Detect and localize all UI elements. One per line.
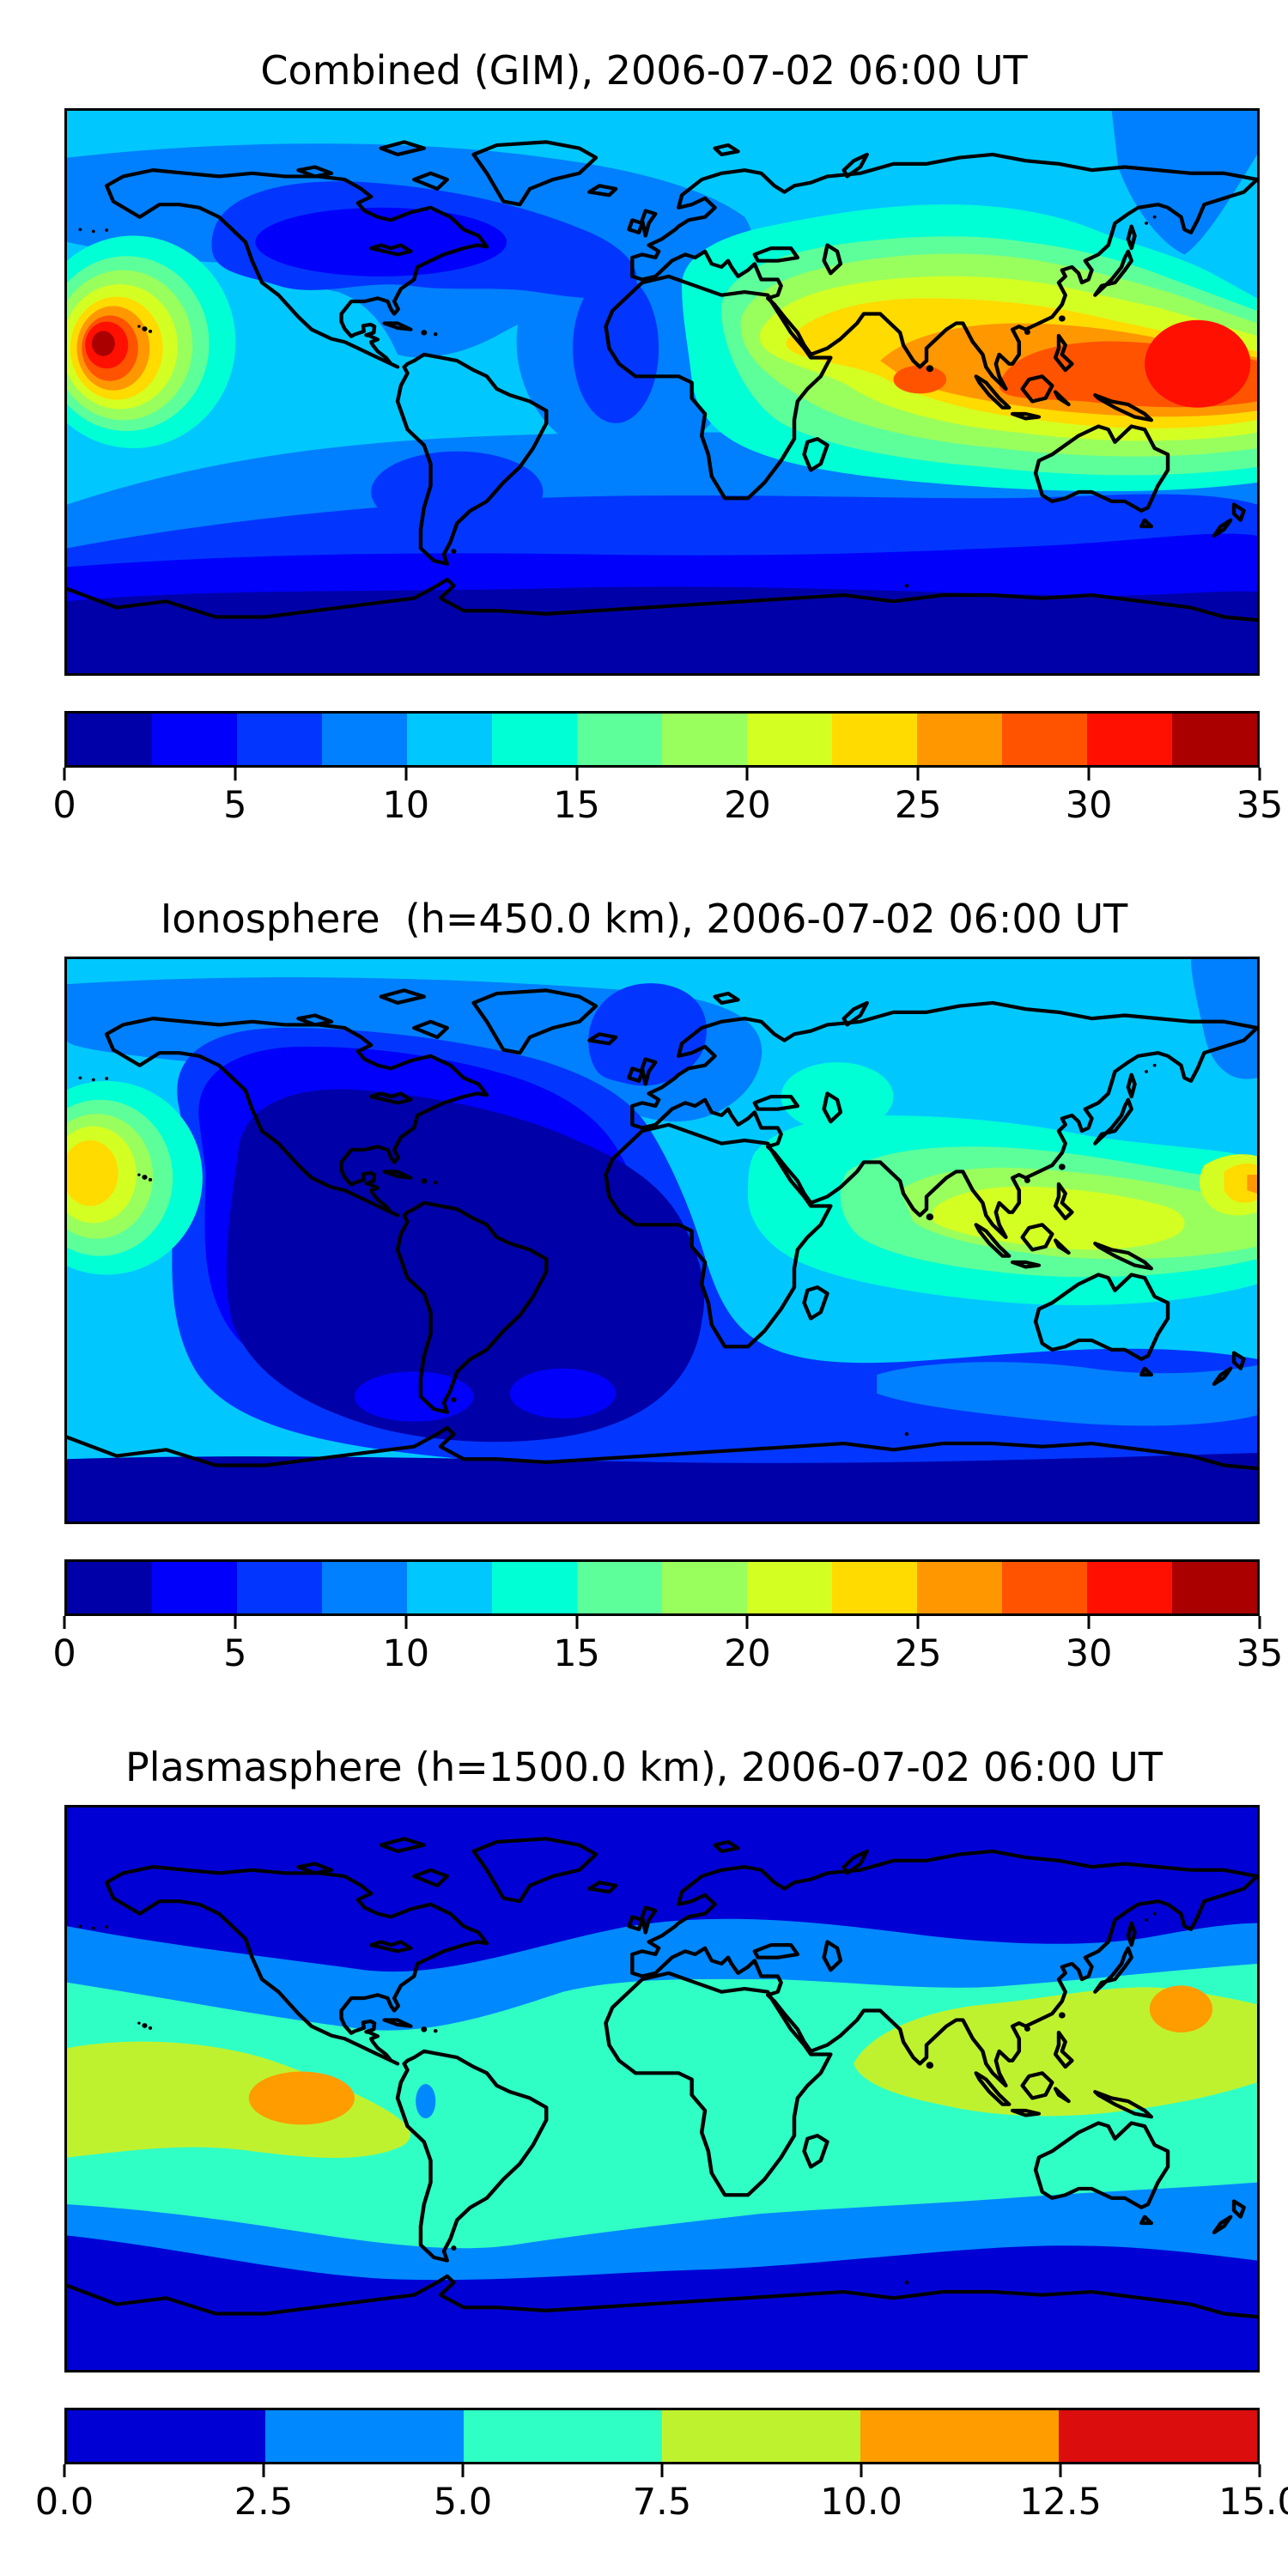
colorbar-segment xyxy=(860,2410,1059,2462)
colorbar-segment xyxy=(67,1562,152,1613)
colorbar-tick-mark xyxy=(262,2464,265,2477)
colorbar-tick-label: 25 xyxy=(894,784,942,827)
colorbar-tick-mark xyxy=(745,1616,749,1629)
colorbar-segment xyxy=(1172,1562,1257,1613)
colorbar-segment xyxy=(1059,2410,1257,2462)
colorbar-segment xyxy=(577,714,662,765)
colorbar-segment xyxy=(407,1562,492,1613)
colorbar-tick-label: 20 xyxy=(724,1632,771,1675)
colorbar-tick-mark xyxy=(745,768,749,781)
colorbar-segment xyxy=(492,1562,577,1613)
colorbar-segment xyxy=(662,714,747,765)
colorbar-segment xyxy=(67,2410,265,2462)
colorbar-segment xyxy=(662,2410,860,2462)
contour-map-canvas xyxy=(67,111,1257,673)
colorbar-segment xyxy=(832,714,917,765)
colorbar-tick-mark xyxy=(575,1616,579,1629)
subplot-title: Combined (GIM), 2006-07-02 06:00 UT xyxy=(260,47,1028,94)
colorbar-tick-mark xyxy=(660,2464,664,2477)
colorbar-tick-mark xyxy=(63,1616,66,1629)
subplot-combined-gim: Combined (GIM), 2006-07-02 06:00 UT xyxy=(0,0,1288,850)
colorbar-tick-label: 10 xyxy=(382,784,430,827)
colorbar-tick-label: 7.5 xyxy=(632,2481,692,2524)
colorbar-tick-label: 5.0 xyxy=(433,2481,493,2524)
subplot-ionosphere: Ionosphere (h=450.0 km), 2006-07-02 06:0… xyxy=(0,848,1288,1698)
colorbar-tick-label: 20 xyxy=(724,784,771,827)
contour-map-canvas xyxy=(67,959,1257,1522)
colorbar-ticks-combined-gim: 0 5 10 15 20 25 30 35 xyxy=(52,768,1283,847)
colorbar-tick-label: 35 xyxy=(1236,1632,1284,1675)
colorbar-tick-mark xyxy=(1258,768,1261,781)
colorbar-tick-label: 2.5 xyxy=(234,2481,294,2524)
colorbar-segment xyxy=(577,1562,662,1613)
colorbar-segment xyxy=(1002,1562,1087,1613)
colorbar-tick-label: 5 xyxy=(223,784,247,827)
colorbar-segment xyxy=(832,1562,917,1613)
colorbar-plasmasphere xyxy=(64,2408,1260,2464)
colorbar-tick-label: 5 xyxy=(223,1632,247,1675)
colorbar-tick-label: 15 xyxy=(553,784,600,827)
colorbar-ticks-plasmasphere: 0.0 2.5 5.0 7.5 10.0 12.5 15.0 xyxy=(35,2464,1288,2543)
colorbar-segment xyxy=(322,1562,407,1613)
colorbar-tick-mark xyxy=(860,2464,863,2477)
colorbar-tick-mark xyxy=(461,2464,465,2477)
colorbar-segment xyxy=(492,714,577,765)
contour-map-canvas xyxy=(67,1807,1257,2370)
colorbar-tick-mark xyxy=(63,768,66,781)
colorbar-tick-label: 0 xyxy=(52,784,76,827)
colorbar-segment xyxy=(152,714,237,765)
colorbar-tick-mark xyxy=(1258,2464,1261,2477)
colorbar-segment xyxy=(917,1562,1002,1613)
subplot-plasmasphere: Plasmasphere (h=1500.0 km), 2006-07-02 0… xyxy=(0,1697,1288,2547)
colorbar-tick-label: 30 xyxy=(1065,784,1113,827)
colorbar-segment xyxy=(662,1562,747,1613)
colorbar-tick-mark xyxy=(404,1616,408,1629)
colorbar-tick-label: 10 xyxy=(382,1632,430,1675)
map-plasmasphere xyxy=(64,1805,1260,2372)
colorbar-tick-label: 12.5 xyxy=(1019,2481,1102,2524)
colorbar-segment xyxy=(464,2410,662,2462)
colorbar-segment xyxy=(67,714,152,765)
colorbar-segment xyxy=(1087,1562,1172,1613)
map-combined-gim xyxy=(64,108,1260,676)
colorbar-tick-mark xyxy=(575,768,579,781)
colorbar-ticks-ionosphere: 0 5 10 15 20 25 30 35 xyxy=(52,1616,1283,1695)
colorbar-combined-gim xyxy=(64,711,1260,768)
colorbar-tick-mark xyxy=(916,768,920,781)
colorbar-segment xyxy=(265,2410,464,2462)
colorbar-segment xyxy=(917,714,1002,765)
colorbar-tick-mark xyxy=(916,1616,920,1629)
colorbar-segment xyxy=(407,714,492,765)
colorbar-segment xyxy=(237,714,322,765)
subplot-title: Plasmasphere (h=1500.0 km), 2006-07-02 0… xyxy=(125,1744,1163,1790)
colorbar-ionosphere xyxy=(64,1559,1260,1616)
colorbar-tick-mark xyxy=(404,768,408,781)
colorbar-segment xyxy=(747,1562,832,1613)
colorbar-tick-label: 30 xyxy=(1065,1632,1113,1675)
colorbar-segment xyxy=(1172,714,1257,765)
colorbar-tick-mark xyxy=(234,1616,237,1629)
colorbar-tick-label: 10.0 xyxy=(820,2481,902,2524)
colorbar-tick-label: 0 xyxy=(52,1632,76,1675)
colorbar-tick-label: 25 xyxy=(894,1632,942,1675)
colorbar-tick-label: 0.0 xyxy=(34,2481,94,2524)
colorbar-tick-label: 15.0 xyxy=(1218,2481,1288,2524)
colorbar-segment xyxy=(237,1562,322,1613)
colorbar-tick-mark xyxy=(1258,1616,1261,1629)
colorbar-segment xyxy=(322,714,407,765)
colorbar-segment xyxy=(1087,714,1172,765)
colorbar-segment xyxy=(1002,714,1087,765)
colorbar-tick-mark xyxy=(1087,1616,1091,1629)
colorbar-tick-mark xyxy=(1059,2464,1062,2477)
colorbar-segment xyxy=(152,1562,237,1613)
colorbar-segment xyxy=(747,714,832,765)
colorbar-tick-mark xyxy=(63,2464,66,2477)
subplot-title: Ionosphere (h=450.0 km), 2006-07-02 06:0… xyxy=(160,896,1128,942)
colorbar-tick-label: 35 xyxy=(1236,784,1284,827)
colorbar-tick-mark xyxy=(1087,768,1091,781)
map-ionosphere xyxy=(64,957,1260,1524)
colorbar-tick-label: 15 xyxy=(553,1632,600,1675)
colorbar-tick-mark xyxy=(234,768,237,781)
